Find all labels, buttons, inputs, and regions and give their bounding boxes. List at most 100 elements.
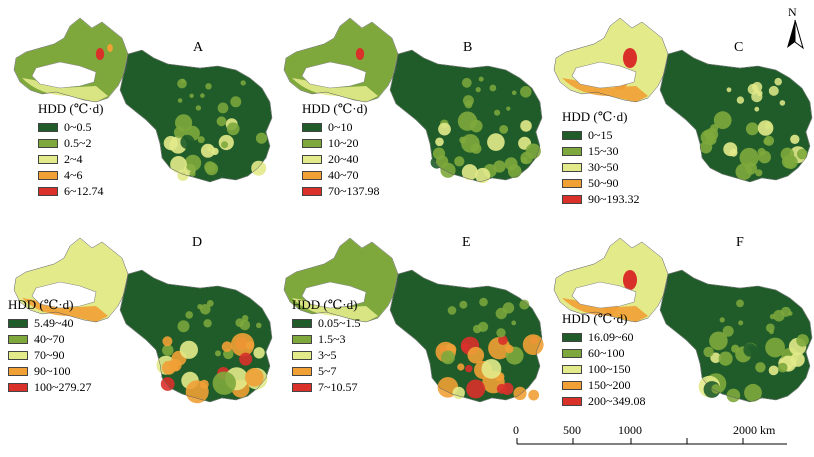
legend-label: 4~6 xyxy=(64,167,83,182)
class-patch xyxy=(520,120,532,132)
legend-label: 70~137.98 xyxy=(328,183,380,198)
class-patch xyxy=(522,334,544,355)
legend-swatch xyxy=(302,186,322,196)
hotspot xyxy=(107,44,113,52)
class-patch xyxy=(744,383,762,402)
legend-label: 40~70 xyxy=(328,167,359,182)
class-patch xyxy=(461,164,478,181)
legend: HDD (℃·d) 0~0.5 0.5~2 2~4 4~6 6~12.74 xyxy=(38,101,104,199)
map-f xyxy=(553,237,813,403)
legend-row: 70~90 xyxy=(8,347,92,363)
class-patch xyxy=(758,150,771,164)
class-patch xyxy=(738,320,744,326)
class-patch xyxy=(255,132,268,144)
class-patch xyxy=(239,352,253,366)
class-patch xyxy=(780,306,791,317)
class-patch xyxy=(768,85,779,96)
class-patch xyxy=(235,318,245,328)
class-patch xyxy=(177,320,190,333)
class-patch xyxy=(496,328,506,338)
legend: HDD (℃·d) 0~15 15~30 30~50 50~90 90~193.… xyxy=(562,109,640,207)
class-patch xyxy=(777,362,788,373)
class-patch xyxy=(170,156,187,173)
legend-swatch xyxy=(38,122,58,132)
class-patch xyxy=(185,380,209,404)
class-patch xyxy=(481,359,502,379)
class-patch xyxy=(245,368,264,387)
class-patch xyxy=(475,87,481,93)
class-patch xyxy=(726,388,741,403)
class-patch xyxy=(212,371,236,395)
legend-row: 100~150 xyxy=(562,361,646,377)
legend-row: 100~279.27 xyxy=(8,379,92,395)
class-patch xyxy=(185,311,193,319)
class-patch xyxy=(197,136,205,144)
class-patch xyxy=(441,350,455,365)
panel-letter: E xyxy=(462,235,471,250)
legend-swatch xyxy=(38,170,58,180)
legend-row: 6~12.74 xyxy=(38,183,104,199)
class-patch xyxy=(520,86,532,98)
class-patch xyxy=(723,142,738,157)
legend-swatch xyxy=(38,138,58,148)
class-patch xyxy=(519,299,530,310)
legend-row: 0~10 xyxy=(302,119,380,135)
legend-swatch xyxy=(562,332,582,342)
legend-swatch xyxy=(562,380,582,390)
legend-row: 90~100 xyxy=(8,363,92,379)
class-patch xyxy=(487,133,505,151)
class-patch xyxy=(475,167,491,184)
legend-title: HDD (℃·d) xyxy=(8,297,74,312)
legend-swatch xyxy=(292,382,312,392)
class-patch xyxy=(498,335,508,345)
legend-swatch xyxy=(302,138,322,148)
legend-row: 0~0.5 xyxy=(38,119,104,135)
legend-row: 16.09~60 xyxy=(562,329,646,345)
class-patch xyxy=(520,157,528,164)
class-patch xyxy=(765,337,785,358)
class-patch xyxy=(177,98,183,103)
legend-row: 5~7 xyxy=(292,363,361,379)
legend-label: 7~10.57 xyxy=(318,379,358,394)
legend-label: 40~70 xyxy=(34,331,65,346)
class-patch xyxy=(457,111,478,131)
north-arrow-icon xyxy=(787,19,804,50)
class-patch xyxy=(472,324,482,334)
class-patch xyxy=(435,137,444,147)
legend-title: HDD (℃·d) xyxy=(292,297,358,312)
legend-swatch xyxy=(562,348,582,358)
legend-row: 60~100 xyxy=(562,345,646,361)
class-patch xyxy=(504,157,518,171)
legend-swatch xyxy=(8,382,28,392)
legend-label: 20~40 xyxy=(328,151,359,166)
class-patch xyxy=(790,352,805,367)
class-patch xyxy=(713,111,732,130)
legend-swatch xyxy=(8,334,28,344)
legend-label: 150~200 xyxy=(588,377,631,392)
class-patch xyxy=(457,363,465,371)
class-patch xyxy=(703,346,714,358)
panel-a: A HDD (℃·d) 0~0.5 0.5~2 2~4 4~6 6~12.74 xyxy=(0,0,270,225)
legend-swatch xyxy=(302,122,322,132)
panel-e: E HDD (℃·d) 0.05~1.5 1.5~3 3~5 5~7 7~10.… xyxy=(270,225,540,450)
legend-label: 90~100 xyxy=(34,363,71,378)
lake xyxy=(301,61,367,89)
legend-label: 0~10 xyxy=(328,119,353,134)
class-patch xyxy=(774,77,782,86)
legend-swatch xyxy=(562,178,582,188)
panel-d: D HDD (℃·d) 5.49~40 40~70 70~90 90~100 1… xyxy=(0,225,270,450)
legend-swatch xyxy=(38,154,58,164)
class-patch xyxy=(722,325,734,337)
legend-label: 60~100 xyxy=(588,345,625,360)
class-patch xyxy=(470,143,482,154)
legend-title: HDD (℃·d) xyxy=(38,101,104,116)
legend-swatch xyxy=(302,154,322,164)
legend-swatch xyxy=(562,130,582,140)
class-patch xyxy=(494,109,501,116)
lake xyxy=(31,61,97,89)
class-patch xyxy=(755,169,763,177)
class-patch xyxy=(189,170,196,177)
legend-swatch xyxy=(302,170,322,180)
hotspot xyxy=(95,48,105,60)
